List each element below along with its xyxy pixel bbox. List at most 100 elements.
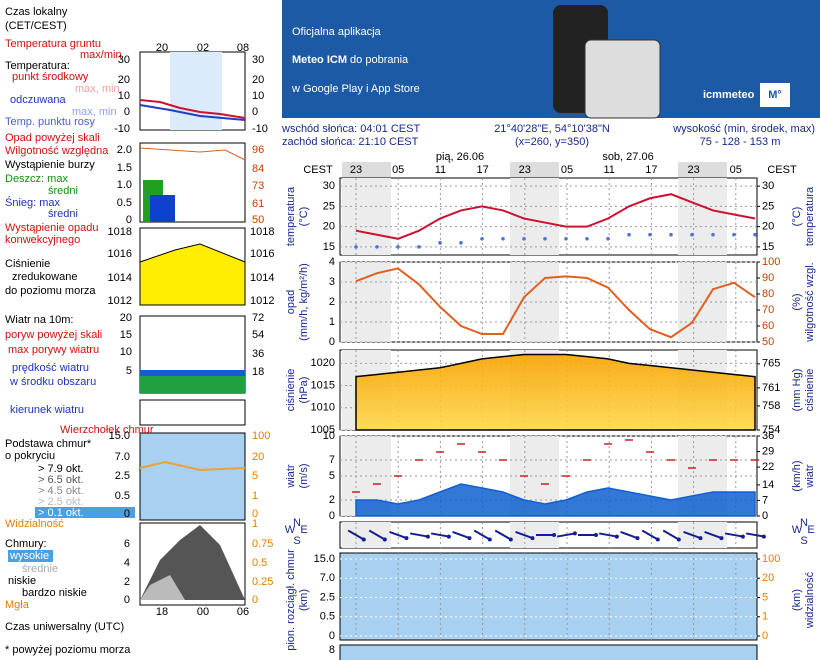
y2-tick-label: 100 xyxy=(762,553,780,565)
legend-tick: 20 xyxy=(252,451,264,463)
label: CEST xyxy=(767,164,797,176)
wind-arrow-head xyxy=(552,533,556,537)
label: wschód słońca: 04:01 CEST xyxy=(281,123,420,135)
main-panels xyxy=(339,162,766,660)
axis-label: (hPa) xyxy=(298,377,310,404)
wind-arrow xyxy=(409,532,429,538)
legend-text: Temp. punktu rosy xyxy=(5,116,95,128)
compass: W xyxy=(285,524,296,536)
legend-text: Czas lokalny xyxy=(5,6,68,18)
legend-text: Ciśnienie xyxy=(5,258,50,270)
series-dot xyxy=(669,232,673,237)
label: sob, 27.06 xyxy=(602,151,653,163)
legend-tick: 18 xyxy=(156,606,168,618)
wind-arrow-head xyxy=(740,534,745,539)
legend-text: Śnieg: max xyxy=(5,196,61,209)
wind-arrow-head xyxy=(635,536,640,541)
y-tick-label: 1005 xyxy=(311,424,335,436)
legend-text: > 2.5 okt. xyxy=(38,496,84,508)
label: zachód słońca: 21:10 CEST xyxy=(282,136,419,148)
wind-arrow xyxy=(473,529,491,541)
legend-tick: 15 xyxy=(120,329,132,341)
y2-tick-label: 25 xyxy=(762,200,774,212)
compass: N xyxy=(800,517,808,529)
y-tick-label: 2.5 xyxy=(320,591,335,603)
wind-arrow xyxy=(641,529,659,541)
label: M° xyxy=(768,89,782,101)
label: icmmeteo xyxy=(703,89,755,101)
legend-tick: 0 xyxy=(124,594,130,606)
axis-label: (km) xyxy=(791,589,803,611)
label: w Google Play i App Store xyxy=(291,83,420,95)
series-dot xyxy=(354,245,358,249)
legend-tick: 54 xyxy=(252,329,264,341)
y-tick-label: 0 xyxy=(329,336,335,348)
y-tick-label: 1020 xyxy=(311,357,335,369)
wind-arrow xyxy=(598,532,618,538)
y2-tick-label: 30 xyxy=(762,180,774,192)
y2-tick-label: 0 xyxy=(762,630,768,642)
y-tick-label: 1010 xyxy=(311,402,335,414)
series-dot xyxy=(648,232,652,237)
legend-text: > 7.9 okt. xyxy=(38,463,84,475)
night-band xyxy=(342,522,391,548)
compass: S xyxy=(293,535,300,547)
banner-bold: Meteo ICM xyxy=(292,54,347,66)
legend-text: zredukowane xyxy=(12,271,77,283)
legend-tick: 72 xyxy=(252,312,264,324)
y-tick-label: 3 xyxy=(329,276,335,288)
wind-arrow-head xyxy=(382,537,387,542)
y2-tick-label: 90 xyxy=(762,272,774,284)
legend-tick: 0.25 xyxy=(252,576,273,588)
axis-label: pion. rozciągł. chmur xyxy=(285,549,297,651)
legend-tick: 20 xyxy=(156,42,168,54)
wind-arrow-head xyxy=(467,536,472,541)
wind-arrow-head xyxy=(614,534,619,539)
night-band xyxy=(678,522,727,548)
legend-text: Wystąpienie burzy xyxy=(5,159,95,171)
series-dot xyxy=(627,232,631,237)
compass: E xyxy=(300,524,307,536)
banner[interactable] xyxy=(282,0,820,118)
wind-arrow-head xyxy=(719,536,724,541)
legend-line xyxy=(139,99,246,119)
legend-tick: 96 xyxy=(252,144,264,156)
axis-label: (km/h) xyxy=(791,460,803,491)
legend-tick: 5 xyxy=(126,365,132,377)
legend-text: prędkość wiatru xyxy=(12,362,89,374)
banner-line: Meteo ICM do pobrania xyxy=(292,54,409,66)
highlight xyxy=(8,550,53,562)
wind-arrow-head xyxy=(446,534,451,539)
y-tick-label: 5 xyxy=(329,470,335,482)
legend-text: kierunek wiatru xyxy=(10,404,84,416)
series-dot xyxy=(480,236,484,241)
wind-arrow xyxy=(745,532,765,538)
y-tick-label: 20 xyxy=(323,221,335,233)
phone xyxy=(584,39,661,119)
legend-tick: 02 xyxy=(197,42,209,54)
legend-tick: 08 xyxy=(237,42,249,54)
wind-arrow xyxy=(430,532,450,538)
legend-area xyxy=(139,243,246,306)
wind-arrow-head xyxy=(761,534,766,539)
y-tick-label: 30 xyxy=(323,180,335,192)
legend-tick: 06 xyxy=(237,606,249,618)
legend-tick: 20 xyxy=(252,74,264,86)
hour-label: 17 xyxy=(476,164,488,176)
legend-tick: 5 xyxy=(252,470,258,482)
y2-tick-label: 60 xyxy=(762,320,774,332)
y2-tick-label: 80 xyxy=(762,288,774,300)
wind-arrow xyxy=(347,529,365,541)
wind-arrow xyxy=(452,530,470,540)
hour-label: 23 xyxy=(350,164,362,176)
y2-tick-label: 20 xyxy=(762,572,774,584)
legend-tick: 2.5 xyxy=(115,470,130,482)
y-tick-label: 2 xyxy=(329,494,335,506)
y2-tick-label: 70 xyxy=(762,304,774,316)
legend-tick: 84 xyxy=(252,163,264,175)
legend-tick: 1014 xyxy=(250,272,274,284)
night-band xyxy=(342,162,391,178)
legend-text: odczuwana xyxy=(10,94,67,106)
y2-tick-label: 20 xyxy=(762,221,774,233)
